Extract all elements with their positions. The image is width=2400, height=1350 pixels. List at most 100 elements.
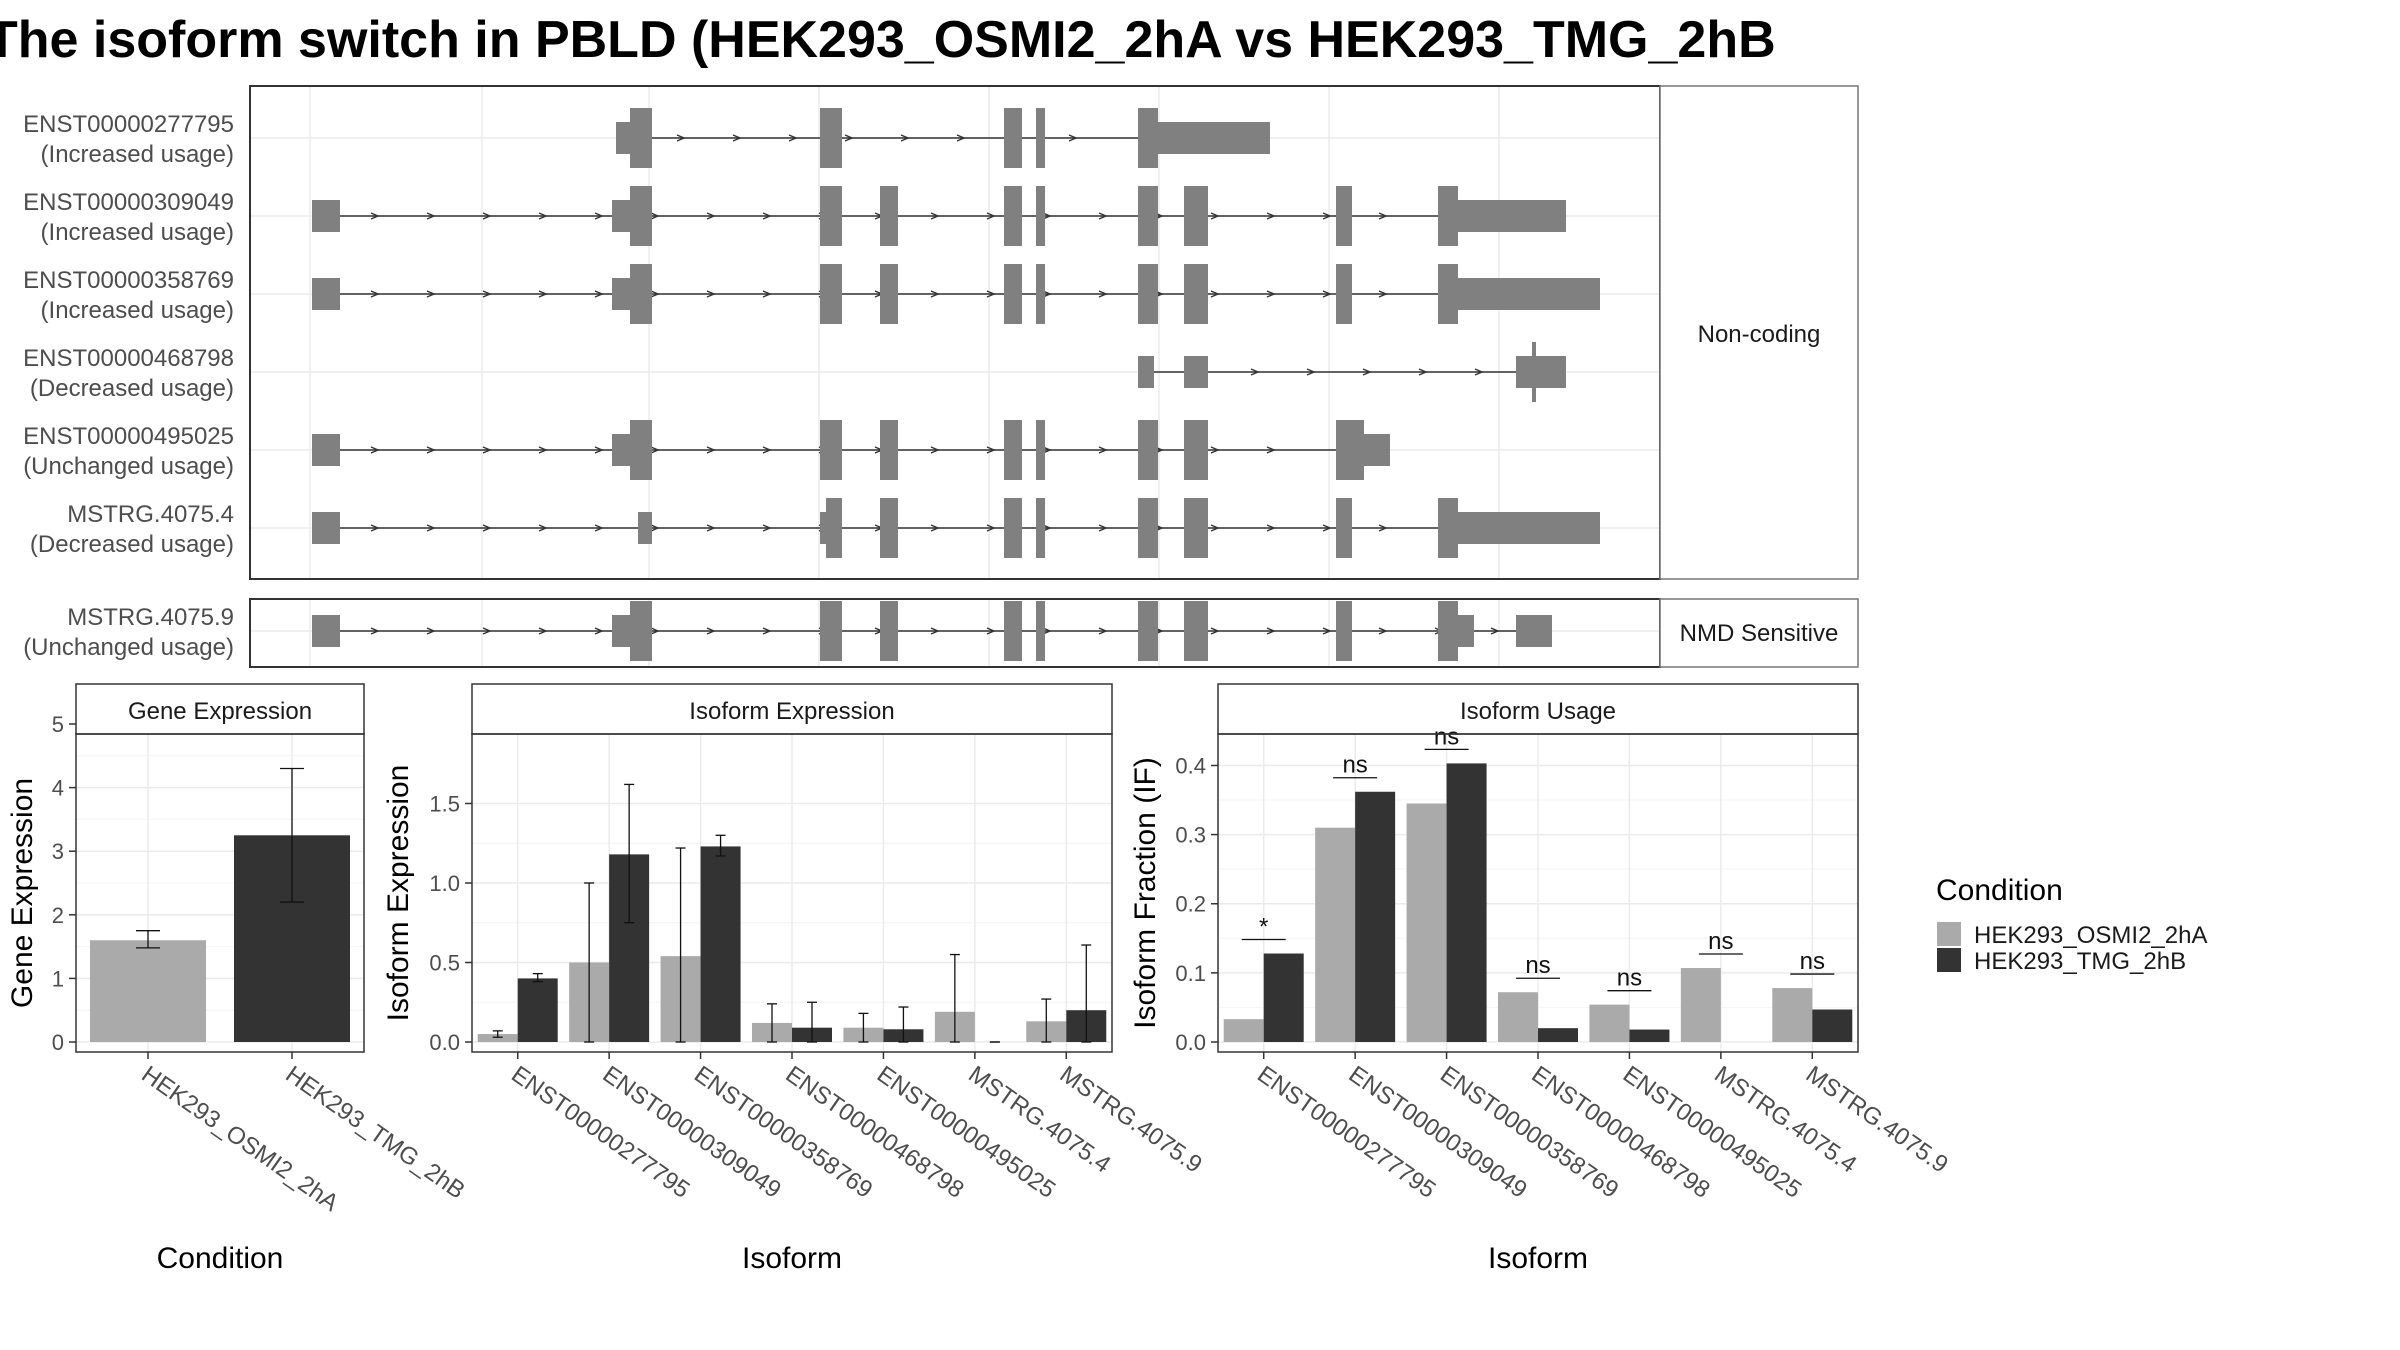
direction-arrow <box>1378 212 1388 220</box>
direction-arrow <box>1378 524 1388 532</box>
exon <box>1036 108 1045 168</box>
exon <box>1138 498 1158 558</box>
significance-label: ns <box>1708 928 1733 955</box>
exon <box>616 122 630 154</box>
direction-arrow <box>1098 290 1108 298</box>
bar-osmi2-enst00000277795 <box>1223 1019 1264 1042</box>
direction-arrow <box>706 212 716 220</box>
direction-arrow <box>1042 627 1052 635</box>
direction-arrow <box>1378 627 1388 635</box>
bar-osmi2-enst00000277795 <box>477 1034 518 1042</box>
bar-osmi2-enst00000309049 <box>1315 827 1356 1042</box>
exon <box>1184 498 1208 558</box>
exon <box>1336 498 1352 558</box>
direction-arrow <box>986 446 996 454</box>
exon <box>612 434 630 466</box>
exon <box>612 278 630 310</box>
y-tick-label: 1 <box>52 966 64 991</box>
direction-arrow <box>1042 212 1052 220</box>
exon <box>826 498 842 558</box>
exon <box>1004 186 1022 246</box>
direction-arrow <box>650 212 660 220</box>
direction-arrow <box>538 446 548 454</box>
direction-arrow <box>1266 290 1276 298</box>
direction-arrow <box>762 446 772 454</box>
direction-arrow <box>930 524 940 532</box>
direction-arrow <box>732 134 742 142</box>
panel-strip <box>471 683 1113 735</box>
exon <box>630 264 652 324</box>
exon <box>1184 356 1208 388</box>
exon <box>1036 420 1045 480</box>
exon <box>1138 356 1154 388</box>
direction-arrow <box>676 134 686 142</box>
facet-label-nmd: NMD Sensitive <box>1680 620 1839 647</box>
direction-arrow <box>1378 290 1388 298</box>
direction-arrow <box>650 446 660 454</box>
direction-arrow <box>1210 212 1220 220</box>
exon <box>1184 264 1208 324</box>
exon <box>1138 601 1158 661</box>
direction-arrow <box>594 446 604 454</box>
bar-osmi2-enst00000358769 <box>1406 803 1447 1042</box>
bar-osmi2-mstrg.4075.4 <box>1680 968 1721 1042</box>
significance-label: ns <box>1800 948 1825 975</box>
direction-arrow <box>1266 627 1276 635</box>
exon <box>1336 420 1364 480</box>
y-tick-label: 0.5 <box>429 951 460 976</box>
direction-arrow <box>706 627 716 635</box>
bar-tmg-enst00000309049 <box>1355 791 1396 1042</box>
significance-label: ns <box>1434 723 1459 750</box>
exon <box>630 420 652 480</box>
direction-arrow <box>482 212 492 220</box>
legend-label: HEK293_OSMI2_2hA <box>1974 922 2207 949</box>
direction-arrow <box>986 290 996 298</box>
direction-arrow <box>538 524 548 532</box>
exon <box>1184 420 1208 480</box>
direction-arrow <box>1210 524 1220 532</box>
exon <box>880 264 898 324</box>
panel-title: Isoform Expression <box>689 698 894 725</box>
exon <box>1004 498 1022 558</box>
exon <box>1036 186 1045 246</box>
direction-arrow <box>1250 368 1260 376</box>
direction-arrow <box>762 524 772 532</box>
facet-strip <box>1659 598 1859 668</box>
y-tick-label: 0.4 <box>1175 753 1206 778</box>
direction-arrow <box>986 524 996 532</box>
significance-label: ns <box>1342 752 1367 779</box>
exon <box>820 186 842 246</box>
direction-arrow <box>1098 446 1108 454</box>
y-tick-label: 0.2 <box>1175 892 1206 917</box>
exon <box>630 601 652 661</box>
exon <box>638 512 652 544</box>
bar-hek293_osmi2_2ha <box>90 940 206 1042</box>
y-tick-label: 5 <box>52 712 64 737</box>
direction-arrow <box>482 290 492 298</box>
exon <box>880 498 898 558</box>
exon <box>1036 601 1045 661</box>
exon <box>1138 420 1158 480</box>
transcript-id-label: MSTRG.4075.4 <box>67 501 234 528</box>
transcript-id-label: ENST00000468798 <box>23 345 234 372</box>
transcript-usage-label: (Decreased usage) <box>30 531 234 558</box>
direction-arrow <box>762 627 772 635</box>
bar-osmi2-enst00000468798 <box>1498 992 1538 1042</box>
direction-arrow <box>426 524 436 532</box>
direction-arrow <box>930 290 940 298</box>
direction-arrow <box>1306 368 1316 376</box>
direction-arrow <box>650 627 660 635</box>
bar-tmg-enst00000495025 <box>1629 1029 1670 1042</box>
direction-arrow <box>538 212 548 220</box>
legend-key-osmi2 <box>1937 922 1961 946</box>
exon <box>1184 186 1208 246</box>
exon <box>1458 278 1600 310</box>
exon <box>612 200 630 232</box>
exon <box>1004 420 1022 480</box>
bar-osmi2-mstrg.4075.9 <box>1772 988 1813 1042</box>
direction-arrow <box>706 446 716 454</box>
facet-label-noncoding: Non-coding <box>1698 321 1821 348</box>
direction-arrow <box>594 290 604 298</box>
bar-tmg-enst00000277795 <box>517 978 558 1042</box>
